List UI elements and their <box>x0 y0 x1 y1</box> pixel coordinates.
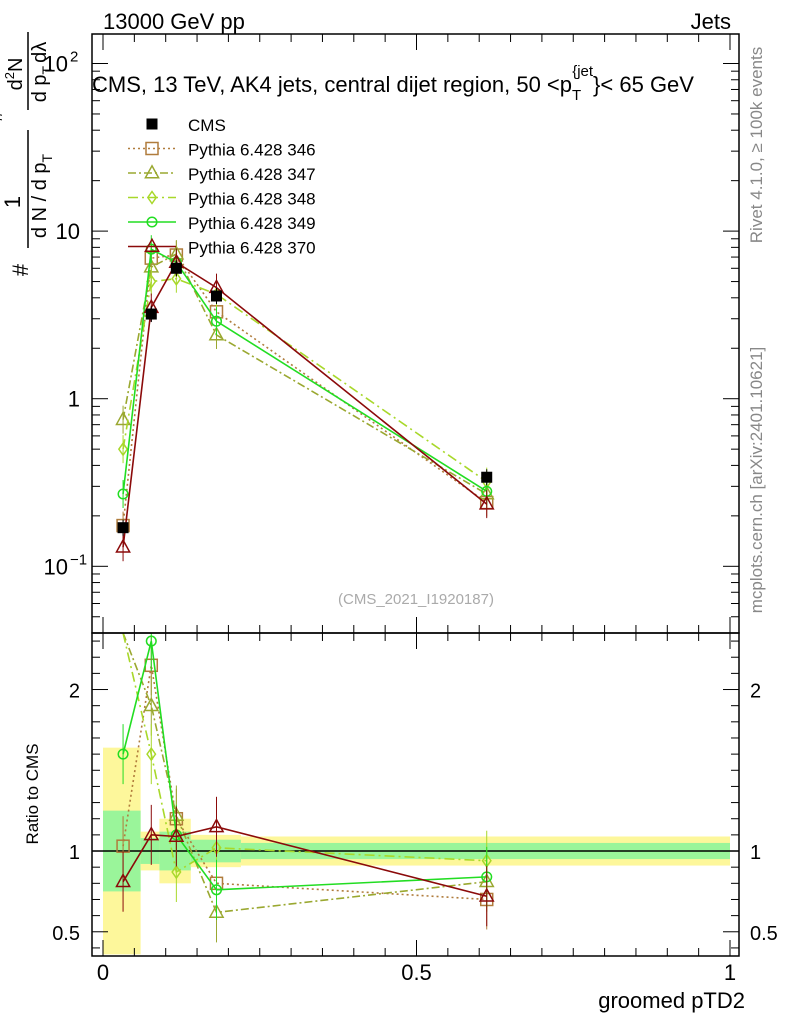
ratio-tick-label-right: 1 <box>750 842 761 864</box>
series-point <box>117 441 129 457</box>
legend-entry-4: Pythia 6.428 349 <box>128 214 316 233</box>
legend-entry-5: Pythia 6.428 370 <box>128 237 316 258</box>
ratio-point <box>143 826 160 841</box>
y-tick-exponent: −1 <box>70 551 87 568</box>
chart-title: CMS, 13 TeV, AK4 jets, central dijet reg… <box>92 63 694 104</box>
x-tick-label: 0 <box>97 960 109 985</box>
ratio-point <box>145 635 157 647</box>
legend-entry-cms: CMS <box>146 116 226 135</box>
ylabel-num-sup: 2 <box>2 72 17 79</box>
data-series <box>117 260 493 536</box>
y-tick-label: 1 <box>68 387 80 412</box>
data-point <box>145 308 157 320</box>
header-left: 13000 GeV pp <box>103 9 245 34</box>
ratio-point <box>171 864 182 880</box>
header-right: Jets <box>691 9 731 34</box>
data-point <box>481 471 493 483</box>
legend-marker <box>145 141 159 156</box>
ylabel-hash-mid: # <box>0 110 7 122</box>
ylabel-hash-left: # <box>8 263 33 276</box>
legend-marker <box>146 216 158 228</box>
ratio-point <box>143 696 160 712</box>
series-point <box>208 326 225 341</box>
x-axis-label: groomed pTD2 <box>598 988 745 1013</box>
ylabel-num-d: d <box>5 79 27 90</box>
series-point <box>210 315 223 327</box>
ratio-point <box>115 872 131 888</box>
chart-title-part-a: CMS, 13 TeV, AK4 jets, central dijet reg… <box>92 72 572 97</box>
ratio-point <box>146 746 157 762</box>
series-layer <box>115 235 495 943</box>
series-point <box>115 538 131 553</box>
ratio-tick-label: 1 <box>69 842 80 864</box>
ylabel-den2-lambda: dλ <box>29 42 51 63</box>
y-tick-label: 10 <box>56 219 80 244</box>
y-tick-exponent: 2 <box>70 49 78 66</box>
legend-marker <box>144 164 160 179</box>
ratio-tick-label: 2 <box>69 681 80 703</box>
main-ylabel: # 1 d N / d pT # d2N d pTdλ <box>0 32 55 276</box>
ylabel-frac2-num: d2N <box>2 58 27 91</box>
legend-label: Pythia 6.428 347 <box>188 165 316 184</box>
ratio-tick-label-right: 2 <box>750 681 761 703</box>
mcplots-label: mcplots.cern.ch [arXiv:2401.10621] <box>747 347 766 613</box>
ylabel-den2-sub: T <box>39 65 55 74</box>
ylabel-den2-text: d p <box>29 74 51 102</box>
ratio-uncertainty-bands <box>92 747 739 955</box>
ratio-point <box>208 818 225 833</box>
ratio-point <box>210 884 223 896</box>
y-tick-label: 10 <box>44 52 68 77</box>
ratio-tick-label: 0.5 <box>52 923 80 945</box>
ratio-point <box>168 827 185 843</box>
series-point <box>478 495 495 510</box>
ylabel-frac2-den: d pTdλ <box>29 42 55 103</box>
x-tick-label: 0.5 <box>401 960 432 985</box>
ratio-tick-label-right: 0.5 <box>750 923 778 945</box>
x-tick-label: 1 <box>724 960 736 985</box>
ratio-point <box>117 748 129 760</box>
chart-title-sup: {jet <box>572 63 594 80</box>
data-point <box>117 522 129 534</box>
chart-title-sub: T <box>572 87 581 104</box>
legend-marker-cms <box>146 118 158 130</box>
chart-title-part-b: }< 65 GeV <box>593 72 694 97</box>
legend-marker <box>144 237 160 253</box>
legend-entry-3: Pythia 6.428 348 <box>128 190 316 209</box>
data-point <box>170 262 182 274</box>
legend-marker <box>146 190 158 205</box>
ratio-point <box>478 887 495 902</box>
legend-label: Pythia 6.428 349 <box>188 214 316 233</box>
y-tick-label: 10 <box>44 554 68 579</box>
legend-entry-2: Pythia 6.428 347 <box>128 164 316 184</box>
series-point <box>115 410 131 426</box>
legend-label: Pythia 6.428 348 <box>188 190 316 209</box>
series-point <box>117 488 129 500</box>
ratio-panel-frame <box>91 632 740 957</box>
ylabel-num-n: N <box>5 58 27 72</box>
data-point <box>210 290 222 302</box>
series-point <box>171 271 182 287</box>
legend-label-cms: CMS <box>188 116 226 135</box>
legend-label: Pythia 6.428 346 <box>188 141 316 160</box>
analysis-id: (CMS_2021_I1920187) <box>338 591 494 608</box>
ylabel-frac1-den: d N / d pT <box>29 153 55 238</box>
legend-label: Pythia 6.428 370 <box>188 239 316 258</box>
rivet-label: Rivet 4.1.0, ≥ 100k events <box>747 47 766 243</box>
ylabel-one: 1 <box>0 196 25 208</box>
ylabel-den1-text: d N / d p <box>29 162 51 238</box>
legend-entry-1: Pythia 6.428 346 <box>128 141 316 160</box>
ylabel-den1-sub: T <box>39 153 55 162</box>
legend: CMS Pythia 6.428 346 Pythia 6.428 347 Pythi… <box>128 116 316 258</box>
ratio-ylabel: Ratio to CMS <box>23 743 42 844</box>
